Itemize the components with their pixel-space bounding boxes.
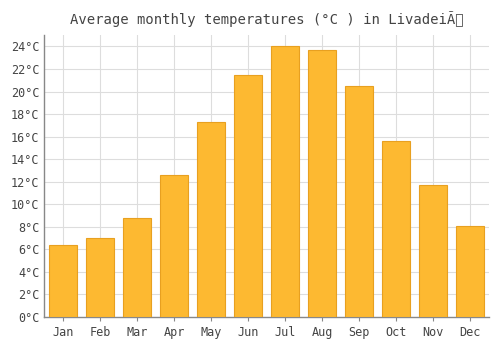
Bar bbox=[272, 47, 299, 317]
Bar bbox=[197, 122, 225, 317]
Bar bbox=[234, 75, 262, 317]
Bar bbox=[382, 141, 410, 317]
Bar bbox=[308, 50, 336, 317]
Bar bbox=[86, 238, 114, 317]
Bar bbox=[123, 218, 151, 317]
Bar bbox=[346, 86, 373, 317]
Title: Average monthly temperatures (°C ) in LivadeiÃ: Average monthly temperatures (°C ) in Li… bbox=[70, 11, 464, 27]
Bar bbox=[456, 226, 484, 317]
Bar bbox=[49, 245, 77, 317]
Bar bbox=[160, 175, 188, 317]
Bar bbox=[420, 185, 447, 317]
